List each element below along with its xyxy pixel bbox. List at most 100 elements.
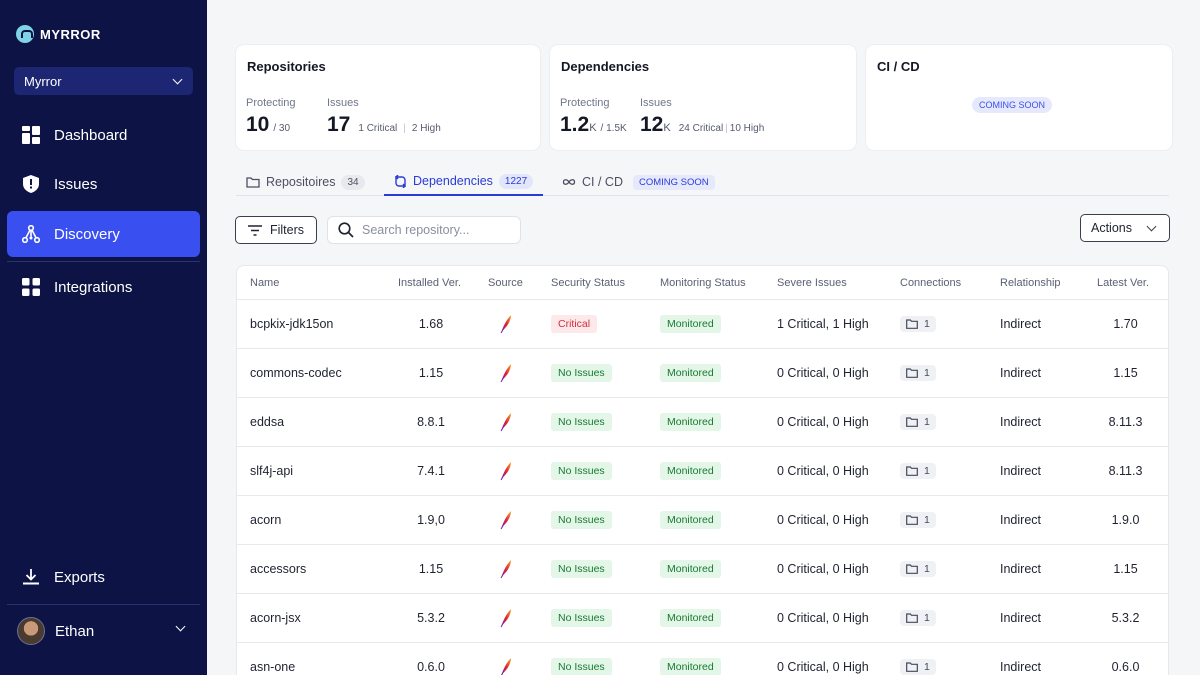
connections-chip[interactable]: 1 xyxy=(900,561,936,577)
repositories-card[interactable]: Repositories Protecting 10 / 30 Issues 1… xyxy=(236,45,540,150)
relationship: Indirect xyxy=(1000,464,1041,478)
folder-icon xyxy=(906,515,918,525)
sidebar-item-dashboard[interactable]: Dashboard xyxy=(7,112,200,158)
table-row[interactable]: bcpkix-jdk15on 1.68 Critical Monitored 1 Cri… xyxy=(237,300,1168,349)
dependency-name[interactable]: eddsa xyxy=(250,415,285,429)
sidebar-item-integrations[interactable]: Integrations xyxy=(7,264,200,310)
brand-logo[interactable]: MYRROR xyxy=(16,25,101,43)
column-header-name[interactable]: Name xyxy=(250,276,280,289)
installed-version: 1.9,0 xyxy=(417,513,445,527)
tab-cicd[interactable]: CI / CD COMING SOON xyxy=(562,168,715,196)
table-row[interactable]: slf4j-api 7.4.1 No Issues Monitored 0 Critic… xyxy=(237,447,1168,496)
issues-stat: Issues 17 1 Critical | 2 High xyxy=(327,97,441,137)
chevron-down-icon xyxy=(175,621,186,632)
connections-chip[interactable]: 1 xyxy=(900,365,936,381)
chevron-down-icon xyxy=(1146,221,1157,231)
sidebar-item-exports[interactable]: Exports xyxy=(7,554,200,600)
high-count: 2 High xyxy=(411,123,441,134)
shield-icon xyxy=(22,175,40,193)
connections-chip[interactable]: 1 xyxy=(900,414,936,430)
relationship: Indirect xyxy=(1000,660,1041,674)
apache-icon xyxy=(500,545,512,593)
sidebar-item-discovery[interactable]: Discovery xyxy=(7,211,200,257)
stat-label: Protecting xyxy=(560,97,610,109)
actions-label: Actions xyxy=(1091,221,1132,235)
apache-icon xyxy=(500,349,512,397)
installed-version: 8.8.1 xyxy=(417,415,445,429)
sidebar-item-issues[interactable]: Issues xyxy=(7,161,200,207)
connections-chip[interactable]: 1 xyxy=(900,610,936,626)
monitoring-status-badge: Monitored xyxy=(660,462,721,480)
column-header-connections[interactable]: Connections xyxy=(900,276,962,289)
tab-repositories[interactable]: Repositoires 34 xyxy=(246,168,365,196)
column-header-installed[interactable]: Installed Ver. xyxy=(398,276,461,289)
relationship: Indirect xyxy=(1000,611,1041,625)
user-menu[interactable]: Ethan xyxy=(7,610,200,652)
column-header-latest[interactable]: Latest Ver. xyxy=(1097,276,1149,289)
dependency-name[interactable]: acorn-jsx xyxy=(250,611,301,625)
avatar xyxy=(17,617,45,645)
table-row[interactable]: eddsa 8.8.1 No Issues Monitored 0 Critical, … xyxy=(237,398,1168,447)
stat-total: / 30 xyxy=(273,123,291,134)
tab-label: Repositoires xyxy=(266,175,336,189)
sidebar-item-label: Discovery xyxy=(54,225,120,243)
table-row[interactable]: acorn-jsx 5.3.2 No Issues Monitored 0 Critic… xyxy=(237,594,1168,643)
dependency-name[interactable]: commons-codec xyxy=(250,366,342,380)
installed-version: 1.15 xyxy=(418,366,444,380)
column-header-severe[interactable]: Severe Issues xyxy=(777,276,847,289)
sidebar-divider xyxy=(7,604,200,605)
search-box[interactable] xyxy=(327,216,521,244)
connections-count: 1 xyxy=(924,465,930,477)
latest-version: 8.11.3 xyxy=(1108,464,1143,478)
column-header-relationship[interactable]: Relationship xyxy=(1000,276,1061,289)
dependency-name[interactable]: slf4j-api xyxy=(250,464,294,478)
dependency-name[interactable]: accessors xyxy=(250,562,307,576)
user-name: Ethan xyxy=(55,622,95,640)
connections-count: 1 xyxy=(924,563,930,575)
apache-icon xyxy=(500,594,512,642)
column-header-monitoring[interactable]: Monitoring Status xyxy=(660,276,746,289)
critical-count: 1 Critical xyxy=(358,123,398,134)
dependencies-icon xyxy=(395,174,406,188)
dependency-name[interactable]: asn-one xyxy=(250,660,296,674)
connections-chip[interactable]: 1 xyxy=(900,463,936,479)
stat-total: / 1.5K xyxy=(600,123,627,134)
table-row[interactable]: asn-one 0.6.0 No Issues Monitored 0 Critical… xyxy=(237,643,1168,675)
tab-dependencies[interactable]: Dependencies 1227 xyxy=(384,168,544,196)
security-status-badge: No Issues xyxy=(551,364,612,382)
latest-version: 1.15 xyxy=(1113,562,1138,576)
connections-chip[interactable]: 1 xyxy=(900,659,936,675)
connections-count: 1 xyxy=(924,367,930,379)
card-title: Repositories xyxy=(247,59,326,74)
connections-chip[interactable]: 1 xyxy=(900,512,936,528)
table-row[interactable]: acorn 1.9,0 No Issues Monitored 0 Critical, … xyxy=(237,496,1168,545)
org-selector[interactable]: Myrror xyxy=(14,67,193,95)
monitoring-status-badge: Monitored xyxy=(660,511,721,529)
tab-count: 34 xyxy=(341,174,365,190)
filters-button[interactable]: Filters xyxy=(235,216,317,244)
dependency-name[interactable]: bcpkix-jdk15on xyxy=(250,317,334,331)
cicd-card[interactable]: CI / CD COMING SOON xyxy=(866,45,1172,150)
table-row[interactable]: accessors 1.15 No Issues Monitored 0 Critica… xyxy=(237,545,1168,594)
column-header-security[interactable]: Security Status xyxy=(551,276,625,289)
column-header-source[interactable]: Source xyxy=(488,276,523,289)
card-title: Dependencies xyxy=(561,59,650,74)
protecting-stat: Protecting 10 / 30 xyxy=(246,97,296,137)
connections-chip[interactable]: 1 xyxy=(900,316,936,332)
latest-version: 0.6.0 xyxy=(1111,660,1140,674)
card-title: CI / CD xyxy=(877,59,920,74)
search-input[interactable] xyxy=(362,223,512,237)
filters-label: Filters xyxy=(269,223,305,237)
actions-button[interactable]: Actions xyxy=(1080,214,1170,242)
stat-unit: K xyxy=(663,122,671,134)
dependencies-card[interactable]: Dependencies Protecting 1.2 K / 1.5K Iss… xyxy=(550,45,856,150)
apache-icon xyxy=(500,398,512,446)
monitoring-status-badge: Monitored xyxy=(660,609,721,627)
severe-issues: 0 Critical, 0 High xyxy=(777,464,869,478)
dependency-name[interactable]: acorn xyxy=(250,513,282,527)
tab-count: 1227 xyxy=(498,173,534,189)
stat-value: 1.2 xyxy=(560,113,590,136)
table-row[interactable]: commons-codec 1.15 No Issues Monitored 0 Cri… xyxy=(237,349,1168,398)
severe-issues: 0 Critical, 0 High xyxy=(777,415,869,429)
tab-label: CI / CD xyxy=(582,175,623,189)
